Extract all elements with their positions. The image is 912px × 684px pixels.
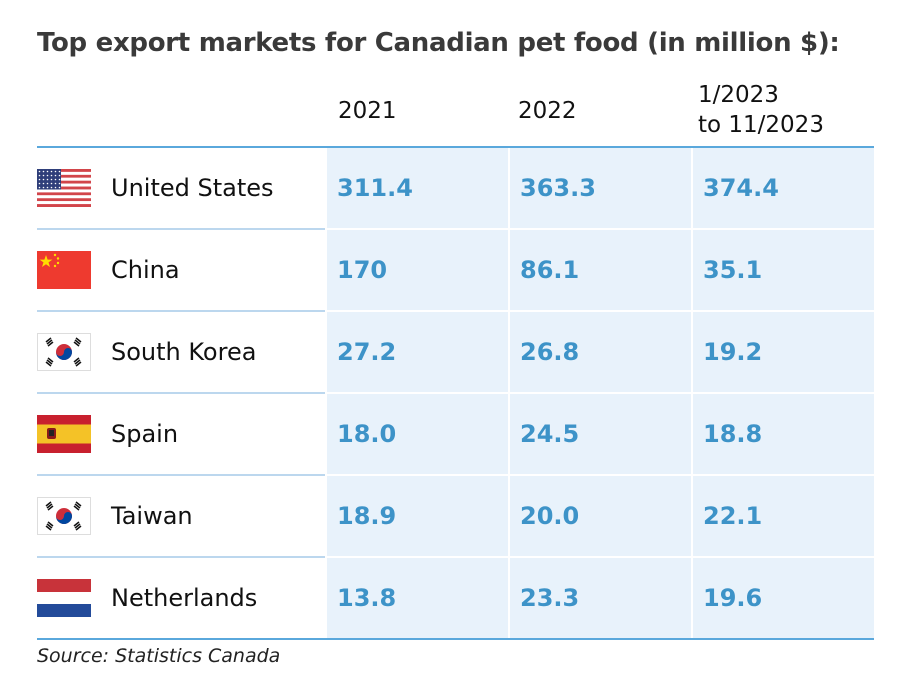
column-header-2022: 2022 bbox=[518, 98, 577, 124]
country-cell: Taiwan bbox=[37, 474, 326, 557]
table-row: Spain 18.0 24.5 18.8 bbox=[37, 392, 874, 475]
value-cell: 18.9 bbox=[325, 474, 509, 557]
country-name: Netherlands bbox=[111, 584, 258, 612]
country-cell: China bbox=[37, 228, 326, 311]
value-cell: 20.0 bbox=[508, 474, 692, 557]
table-row: South Korea 27.2 26.8 19.2 bbox=[37, 310, 874, 393]
export-table: United States 311.4 363.3 374.4 China 170 86.… bbox=[37, 146, 874, 640]
value-cell: 27.2 bbox=[325, 310, 509, 393]
column-header-2023: 1/2023 to 11/2023 bbox=[698, 80, 824, 140]
us-flag-icon bbox=[37, 169, 91, 207]
china-flag-icon bbox=[37, 251, 91, 289]
page-title: Top export markets for Canadian pet food… bbox=[37, 28, 840, 58]
table-row: United States 311.4 363.3 374.4 bbox=[37, 146, 874, 229]
netherlands-flag-icon bbox=[37, 579, 91, 617]
value-cell: 26.8 bbox=[508, 310, 692, 393]
country-name: Spain bbox=[111, 420, 179, 448]
country-name: South Korea bbox=[111, 338, 257, 366]
column-header-line: 1/2023 bbox=[698, 82, 779, 108]
value-cell: 18.8 bbox=[691, 392, 874, 475]
south-korea-flag-icon bbox=[37, 497, 91, 535]
country-name: Taiwan bbox=[111, 502, 193, 530]
country-name: United States bbox=[111, 174, 274, 202]
country-name: China bbox=[111, 256, 180, 284]
south-korea-flag-icon bbox=[37, 333, 91, 371]
table-row: Taiwan 18.9 20.0 22.1 bbox=[37, 474, 874, 557]
country-cell: Spain bbox=[37, 392, 326, 475]
source-note: Source: Statistics Canada bbox=[37, 645, 281, 667]
value-cell: 24.5 bbox=[508, 392, 692, 475]
country-cell: Netherlands bbox=[37, 556, 326, 640]
value-cell: 363.3 bbox=[508, 146, 692, 229]
column-header-line: to 11/2023 bbox=[698, 112, 824, 138]
value-cell: 170 bbox=[325, 228, 509, 311]
value-cell: 13.8 bbox=[325, 556, 509, 640]
spain-flag-icon bbox=[37, 415, 91, 453]
value-cell: 19.6 bbox=[691, 556, 874, 640]
country-cell: United States bbox=[37, 146, 326, 229]
table-row: Netherlands 13.8 23.3 19.6 bbox=[37, 556, 874, 640]
country-cell: South Korea bbox=[37, 310, 326, 393]
table-row: China 170 86.1 35.1 bbox=[37, 228, 874, 311]
column-header-2021: 2021 bbox=[338, 98, 397, 124]
value-cell: 18.0 bbox=[325, 392, 509, 475]
value-cell: 311.4 bbox=[325, 146, 509, 229]
value-cell: 35.1 bbox=[691, 228, 874, 311]
value-cell: 374.4 bbox=[691, 146, 874, 229]
value-cell: 19.2 bbox=[691, 310, 874, 393]
value-cell: 22.1 bbox=[691, 474, 874, 557]
value-cell: 23.3 bbox=[508, 556, 692, 640]
value-cell: 86.1 bbox=[508, 228, 692, 311]
